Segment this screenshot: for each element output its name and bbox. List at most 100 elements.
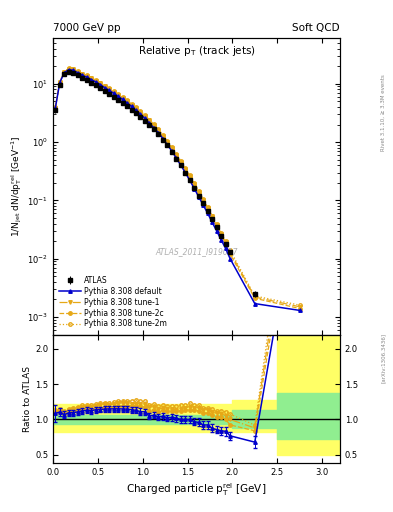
Pythia 8.308 tune-2m: [165, 138, 170, 144]
Pythia 8.308 default: [219, 237, 224, 243]
Pythia 8.308 tune-2c: [174, 153, 179, 159]
Pythia 8.308 default: [160, 136, 165, 142]
Pythia 8.308 tune-2m: [174, 151, 179, 157]
Pythia 8.308 default: [102, 84, 107, 91]
Pythia 8.308 default: [134, 108, 138, 114]
Pythia 8.308 tune-2c: [62, 69, 67, 75]
Pythia 8.308 tune-1: [214, 222, 219, 228]
Pythia 8.308 default: [196, 194, 201, 200]
Pythia 8.308 default: [84, 74, 89, 80]
Pythia 8.308 tune-2m: [84, 72, 89, 78]
Pythia 8.308 tune-1: [219, 230, 224, 237]
Pythia 8.308 default: [228, 255, 233, 262]
Pythia 8.308 tune-2m: [66, 65, 71, 71]
Text: Soft QCD: Soft QCD: [292, 23, 340, 33]
Pythia 8.308 tune-2m: [107, 86, 112, 92]
Pythia 8.308 tune-1: [62, 69, 67, 75]
Text: 7000 GeV pp: 7000 GeV pp: [53, 23, 121, 33]
Pythia 8.308 tune-1: [98, 80, 103, 87]
Pythia 8.308 default: [206, 210, 210, 217]
Pythia 8.308 tune-2c: [71, 67, 75, 73]
Pythia 8.308 tune-2m: [152, 121, 156, 127]
Pythia 8.308 tune-2c: [206, 206, 210, 212]
Pythia 8.308 default: [111, 90, 116, 96]
Pythia 8.308 default: [125, 100, 129, 106]
Pythia 8.308 tune-2c: [152, 123, 156, 129]
Pythia 8.308 tune-1: [192, 181, 196, 187]
Pythia 8.308 tune-2m: [297, 302, 302, 308]
Pythia 8.308 tune-1: [156, 127, 161, 133]
Pythia 8.308 tune-1: [201, 197, 206, 203]
Pythia 8.308 default: [129, 103, 134, 110]
Y-axis label: Ratio to ATLAS: Ratio to ATLAS: [23, 366, 32, 432]
Pythia 8.308 tune-2c: [196, 190, 201, 196]
Pythia 8.308 tune-1: [120, 95, 125, 101]
Pythia 8.308 default: [57, 79, 62, 86]
Pythia 8.308 tune-2c: [178, 159, 183, 165]
Pythia 8.308 tune-1: [53, 104, 58, 111]
Pythia 8.308 tune-2m: [116, 91, 120, 97]
Pythia 8.308 tune-1: [134, 105, 138, 111]
Pythia 8.308 tune-2c: [57, 79, 62, 86]
Pythia 8.308 default: [80, 72, 84, 78]
Text: ATLAS_2011_I919017: ATLAS_2011_I919017: [155, 247, 238, 256]
Pythia 8.308 default: [210, 219, 215, 225]
Text: Rivet 3.1.10, ≥ 3.3M events: Rivet 3.1.10, ≥ 3.3M events: [381, 74, 386, 151]
Pythia 8.308 tune-2m: [169, 144, 174, 151]
Line: Pythia 8.308 default: Pythia 8.308 default: [53, 68, 301, 312]
Pythia 8.308 tune-2c: [214, 223, 219, 229]
Pythia 8.308 tune-1: [174, 153, 179, 159]
Pythia 8.308 tune-1: [102, 83, 107, 89]
Pythia 8.308 tune-2c: [129, 102, 134, 108]
Pythia 8.308 default: [192, 185, 196, 191]
Pythia 8.308 tune-2m: [183, 165, 187, 171]
Pythia 8.308 tune-2m: [111, 88, 116, 94]
Text: Relative p$_\mathsf{T}$ (track jets): Relative p$_\mathsf{T}$ (track jets): [138, 45, 255, 58]
Pythia 8.308 tune-2c: [219, 231, 224, 238]
Pythia 8.308 tune-2m: [93, 77, 98, 83]
Line: Pythia 8.308 tune-2c: Pythia 8.308 tune-2c: [53, 68, 301, 310]
Pythia 8.308 tune-2m: [129, 101, 134, 107]
Pythia 8.308 tune-2c: [66, 66, 71, 72]
Pythia 8.308 tune-2c: [102, 84, 107, 90]
Pythia 8.308 tune-2m: [57, 78, 62, 84]
Pythia 8.308 tune-2c: [147, 118, 152, 124]
Pythia 8.308 tune-1: [138, 109, 143, 115]
Pythia 8.308 tune-2c: [80, 72, 84, 78]
Pythia 8.308 tune-1: [206, 205, 210, 211]
Pythia 8.308 tune-1: [196, 189, 201, 195]
Pythia 8.308 tune-1: [165, 139, 170, 145]
Pythia 8.308 tune-1: [125, 98, 129, 104]
Pythia 8.308 tune-2c: [187, 174, 192, 180]
Pythia 8.308 default: [107, 88, 112, 94]
Pythia 8.308 default: [156, 130, 161, 136]
Pythia 8.308 tune-1: [107, 86, 112, 92]
Pythia 8.308 tune-2m: [223, 238, 228, 244]
X-axis label: Charged particle p$_{\mathsf{T}}^{\mathsf{rel}}$ [GeV]: Charged particle p$_{\mathsf{T}}^{\maths…: [127, 481, 266, 498]
Pythia 8.308 tune-1: [187, 173, 192, 179]
Pythia 8.308 tune-2c: [89, 76, 94, 82]
Pythia 8.308 tune-1: [223, 240, 228, 246]
Pythia 8.308 tune-2c: [143, 114, 147, 120]
Pythia 8.308 tune-2m: [156, 126, 161, 132]
Pythia 8.308 tune-2c: [111, 90, 116, 96]
Text: [arXiv:1306.3436]: [arXiv:1306.3436]: [381, 333, 386, 383]
Pythia 8.308 tune-2m: [160, 132, 165, 138]
Pythia 8.308 tune-2m: [89, 75, 94, 81]
Pythia 8.308 tune-2m: [219, 229, 224, 236]
Pythia 8.308 tune-2c: [93, 78, 98, 84]
Pythia 8.308 tune-2c: [183, 166, 187, 173]
Pythia 8.308 tune-2m: [187, 172, 192, 178]
Pythia 8.308 default: [98, 81, 103, 88]
Pythia 8.308 default: [116, 93, 120, 99]
Pythia 8.308 tune-2m: [147, 117, 152, 123]
Pythia 8.308 tune-2c: [210, 215, 215, 221]
Pythia 8.308 default: [143, 115, 147, 121]
Pythia 8.308 tune-2m: [206, 204, 210, 210]
Pythia 8.308 tune-2c: [192, 182, 196, 188]
Pythia 8.308 default: [201, 202, 206, 208]
Pythia 8.308 tune-1: [80, 71, 84, 77]
Pythia 8.308 tune-1: [66, 66, 71, 72]
Pythia 8.308 tune-2c: [160, 134, 165, 140]
Pythia 8.308 tune-2c: [165, 140, 170, 146]
